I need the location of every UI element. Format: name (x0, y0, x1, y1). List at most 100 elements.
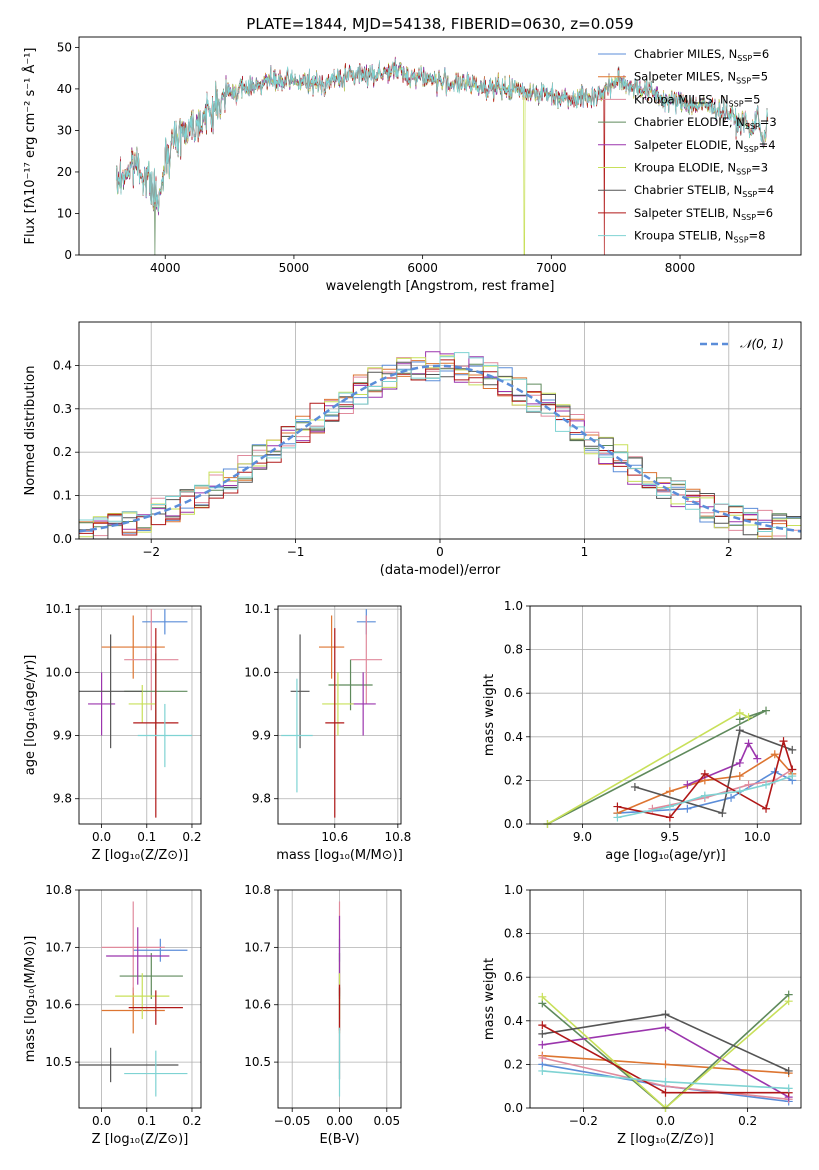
age-vs-mass-panel: 10.6 10.8 9.8 9.9 10.0 10.1 mass [log₁₀(M/M⊙)] (244, 602, 411, 863)
mass-weight-marker (784, 997, 793, 1006)
spectrum-series-line (115, 58, 768, 212)
legend-subscript: SSP (736, 77, 751, 86)
y-tick-label: 10.1 (244, 602, 271, 616)
legend-count: =3 (751, 161, 768, 175)
mass-weight-marker (735, 772, 744, 781)
legend-subscript: SSP (736, 168, 751, 177)
y-tick-label: 0.8 (504, 927, 523, 941)
x-tick-label: 9.5 (660, 830, 679, 844)
mass-weight-marker (538, 1053, 547, 1062)
mass-weight-marker (744, 780, 753, 789)
mass-weight-marker (735, 758, 744, 767)
mass-weight-marker (613, 813, 622, 822)
y-tick-label: 0.0 (53, 532, 72, 546)
legend-entry: Kroupa STELIB, NSSP=8 (634, 229, 765, 245)
mass-weight-marker (718, 809, 727, 818)
y-axis-label: Flux [fλ10⁻¹⁷ erg cm⁻² s⁻¹ Å⁻¹] (22, 48, 38, 245)
mass-weight-marker (661, 1023, 670, 1032)
x-tick-label: 0.1 (137, 830, 156, 844)
mass-weight-series-line (617, 775, 793, 819)
legend-entry: Salpeter ELODIE, NSSP=4 (634, 138, 776, 154)
legend-entry: 𝒩(0, 1) (740, 337, 784, 351)
mass-weight-marker (683, 780, 692, 789)
mass-weight-marker (648, 804, 657, 813)
y-tick-label: 10.0 (244, 665, 271, 679)
x-tick-label: 0.2 (738, 1114, 757, 1128)
y-tick-label: 9.8 (53, 792, 72, 806)
mass-weight-marker (727, 793, 736, 802)
y-tick-label: 0.1 (53, 489, 72, 503)
gaussian-reference-line (79, 364, 801, 533)
y-axis-label: mass weight (482, 674, 497, 756)
x-axis-label: (data-model)/error (380, 563, 501, 578)
y-axis-label: mass [log₁₀(M/M⊙)] (23, 936, 38, 1063)
legend-entry: Chabrier MILES, NSSP=6 (634, 47, 769, 63)
y-tick-label: 20 (57, 165, 72, 179)
x-tick-label: −2 (142, 545, 160, 559)
axes-frame (277, 605, 402, 825)
mass-weight-marker (788, 745, 797, 754)
mass-weight-marker (661, 1010, 670, 1019)
legend-entry: Chabrier ELODIE, NSSP=3 (634, 115, 777, 131)
mass-weight-marker (770, 750, 779, 759)
x-axis-label: Z [log₁₀(Z/Z⊙)] (617, 1132, 714, 1147)
legend-count: =6 (752, 47, 769, 61)
spectrum-series-line (115, 61, 768, 255)
y-tick-label: 10.5 (45, 1055, 72, 1069)
mass-weight-series-line (541, 996, 790, 1108)
mass-weight-marker (762, 804, 771, 813)
y-tick-label: 9.9 (252, 729, 271, 743)
histogram-series (79, 352, 801, 539)
legend-subscript: SSP (742, 190, 757, 199)
legend-count: =5 (751, 70, 768, 84)
x-axis-label: E(B-V) (319, 1132, 359, 1147)
mass-weight-marker (784, 1084, 793, 1093)
mass-weight-marker (744, 713, 753, 722)
legend-count: =6 (756, 206, 773, 220)
y-tick-label: 0 (64, 248, 72, 262)
legend-count: =8 (749, 229, 766, 243)
x-axis-label: Z [log₁₀(Z/Z⊙)] (92, 1132, 189, 1147)
mass-weight-marker (735, 787, 744, 796)
y-tick-label: 0.6 (504, 970, 523, 984)
mass-weight-marker (665, 802, 674, 811)
axes-frame (529, 889, 802, 1109)
x-tick-label: 0.2 (182, 1114, 201, 1128)
mass-weight-marker (683, 804, 692, 813)
x-axis-label: age [log₁₀(age/yr)] (605, 848, 726, 863)
y-axis-label: mass weight (482, 958, 497, 1040)
spectrum-series-line (115, 60, 768, 255)
x-tick-label: 8000 (665, 261, 696, 275)
x-tick-label: −1 (287, 545, 305, 559)
y-tick-label: 0.4 (504, 730, 523, 744)
y-tick-label: 10.1 (45, 602, 72, 616)
mass-weight-marker (538, 1021, 547, 1030)
residual-histogram-panel: −2 −1 0 1 2 0.0 0.1 0.2 0.3 0.4 (data-model)/error… (23, 321, 802, 578)
mass-weight-marker (784, 1066, 793, 1075)
mass-vs-ebv-panel: −0.05 0.00 0.05 10.5 10.6 10.7 10.8 E(B-V) (244, 883, 402, 1147)
y-tick-label: 10.6 (244, 998, 271, 1012)
legend-subscript: SSP (729, 99, 744, 108)
mass-weight-marker (538, 1029, 547, 1038)
x-tick-label: 0.05 (373, 1114, 400, 1128)
y-tick-label: 10.0 (45, 665, 72, 679)
spectrum-panel: 4000 5000 6000 7000 8000 0 10 20 30 40 50 wavelengt… (22, 36, 802, 294)
x-tick-label: 10.0 (744, 830, 771, 844)
mass-weight-marker (753, 754, 762, 763)
x-tick-label: 0 (436, 545, 444, 559)
legend-entry: Salpeter STELIB, NSSP=6 (634, 206, 773, 222)
x-tick-label: 7000 (536, 261, 567, 275)
mass-weight-marker (538, 1066, 547, 1075)
y-axis-label: Normed distribution (23, 366, 38, 496)
mass-weight-vs-age-panel: 9.0 9.5 10.0 0.0 0.2 0.4 0.6 0.8 1.0 age [log₁₀(a… (482, 599, 802, 863)
mass-weight-marker (762, 780, 771, 789)
y-tick-label: 10.7 (244, 940, 271, 954)
y-tick-label: 0.3 (53, 402, 72, 416)
x-tick-label: 9.0 (573, 830, 592, 844)
mass-weight-series-line (634, 729, 793, 815)
x-tick-label: 0.0 (92, 830, 111, 844)
y-tick-label: 0.4 (504, 1014, 523, 1028)
mass-vs-metallicity-panel: 0.0 0.1 0.2 10.5 10.6 10.7 10.8 Z [log₁₀(Z/Z⊙)]… (23, 883, 202, 1147)
legend-subscript: SSP (737, 54, 752, 63)
